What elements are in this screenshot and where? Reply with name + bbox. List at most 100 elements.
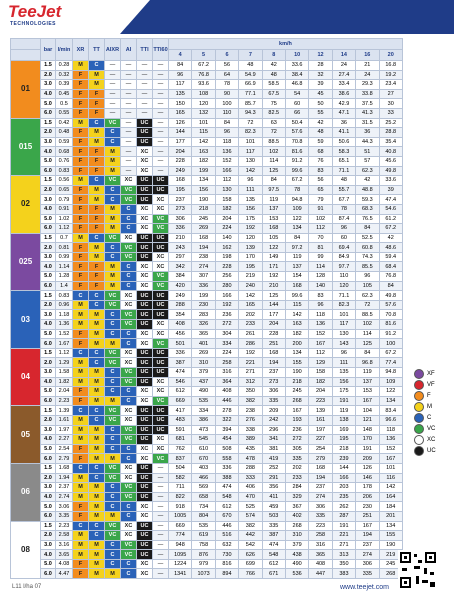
logo-sub: TECHNOLOGIES [10,21,57,27]
rate: 35.4 [378,136,403,148]
droplet-class: M [104,510,121,522]
rate: 261 [238,328,263,340]
table-row: 5.0 3.06 F M C C XC —918 734 612 525 459 367 306 262 23… [10,501,403,512]
rate: 71.1 [331,290,357,301]
droplet-class: M [72,491,89,503]
droplet-class: UC [136,462,153,474]
droplet-class: M [88,482,105,493]
droplet-class: UC [152,184,169,196]
droplet-class: C [120,261,137,273]
rate: 45 [308,88,333,100]
droplet-class: M [104,395,121,407]
droplet-class: C [88,472,105,484]
header-cell [10,49,41,61]
rate: 144 [261,299,286,311]
droplet-class: XC [136,453,153,464]
pressure: 4.0 [40,434,56,445]
flow: 1.12 [55,347,73,359]
rate: 96.6 [378,414,403,426]
nozzle-header: TT [88,38,105,61]
rate: 115 [284,299,310,311]
table-row: 6.0 0.55 F F — — — —165 132 110 94.3 82.5 66 55 47.1 41… [10,107,403,119]
rate: 228 [167,155,193,167]
droplet-class: VC [104,472,121,484]
droplet-class: F [72,194,89,205]
rate: 619 [191,530,216,541]
rate: 96 [355,271,380,282]
rate: 33.8 [355,88,380,100]
group-label: 05 [10,405,41,464]
rate: 286 [238,338,263,349]
rate: 115 [191,127,216,138]
rate: 816 [214,558,240,570]
pressure: 1.5 [40,175,56,186]
pressure: 2.0 [40,184,56,196]
rate: 240 [238,280,263,292]
droplet-class: C [104,251,121,263]
rate: 435 [238,443,263,455]
flow: 0.55 [55,107,73,119]
droplet-class: VC [152,223,169,234]
rate: 170 [238,251,263,263]
rate: 74.3 [355,251,380,263]
flow: 1.02 [55,213,73,225]
droplet-class: M [72,357,89,368]
table-row: 2.0 0.65 F M C VC UC UC 195 156 130 111 97.5 78 65 55.7… [10,184,403,196]
footer-url: www.teejet.com [340,584,390,591]
table-row: 2.0 1.94 M C VC XC UC —582 466 388 333 291 233 194 166… [10,472,403,484]
droplet-class: — [152,88,169,100]
rate: 271 [238,367,263,378]
droplet-class: UC [136,117,153,129]
table-row: 2.0 1.29 M C VC XC UC UC 387 310 258 221 194 155 129 11… [10,357,403,368]
rate: 671 [261,568,286,580]
droplet-class: UC [152,309,169,321]
rate: 116 [378,472,403,484]
droplet-class: VC [120,434,137,445]
droplet-class: F [72,453,89,464]
rate: 41.3 [355,107,380,119]
droplet-class: UC [152,299,169,311]
rate: 27 [378,88,403,100]
rate: 288 [167,299,193,311]
speed-value: 12 [308,49,333,61]
rate: 272 [284,434,310,445]
rate: 84 [167,60,193,71]
droplet-class: UC [136,376,153,388]
droplet-class: M [88,568,105,580]
rate: 126 [167,117,193,129]
droplet-class: C [88,520,105,532]
droplet-class: F [72,568,89,580]
speed-value: 14 [331,49,357,61]
droplet-class: VC [152,280,169,292]
flow: 1.68 [55,462,73,474]
droplet-class: VC [120,251,137,263]
rate: 63 [261,117,286,129]
rate: 284 [284,482,310,493]
rate: 230 [355,501,380,512]
droplet-class: — [136,88,153,100]
rate: 136 [214,146,240,157]
nozzle-header: TTI [136,38,153,61]
droplet-class: — [104,107,121,119]
table-row: 3.0 1.58 M M C VC UC UC 474 379 316 271 237 190 158 135… [10,367,403,378]
rate: 177 [261,309,286,321]
table-row: 06 1.5 1.68 C C VC XC UC —504 403 336 288 252 202 168 1… [10,462,403,522]
droplet-class: M [72,482,89,493]
droplet-class: XC [136,203,153,215]
droplet-class: M [88,443,105,455]
rate: 447 [308,568,333,580]
table-row: 5.0 4.08 F M C C XC —1224 979 816 699 612 490 408 350 3… [10,558,403,570]
pressure: 3.0 [40,136,56,148]
droplet-class: C [88,232,105,244]
rate: 338 [238,424,263,436]
droplet-class: UC [136,539,153,551]
droplet-class: XC [120,520,137,532]
rate: 65.1 [331,155,357,167]
rate: 41.1 [331,127,357,138]
rate: 336 [191,280,216,292]
pressure: 1.5 [40,347,56,359]
droplet-class: — [152,165,169,177]
rate: 210 [261,280,286,292]
table-row: 6.0 4.47 F M M C XC —1341 1073 894 766 671 536 447 383… [10,568,403,580]
rate: 33 [378,107,403,119]
